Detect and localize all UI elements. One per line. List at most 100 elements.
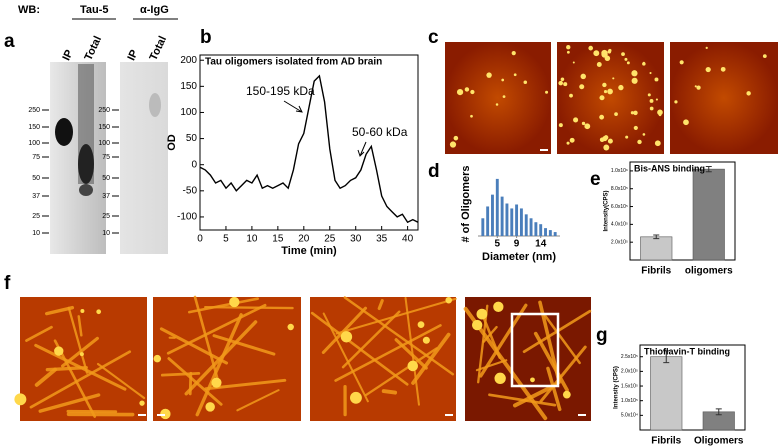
aggregate xyxy=(139,400,145,406)
oligomer-dot xyxy=(449,141,457,148)
fibril xyxy=(77,315,83,337)
aggregate xyxy=(229,296,240,308)
lane-label: Total xyxy=(147,34,169,62)
y-tick-label: 4.0x10⁵ xyxy=(611,222,628,228)
error-bar xyxy=(663,350,670,364)
aggregate xyxy=(493,301,504,312)
aggregate xyxy=(96,309,102,315)
oligomer-dot xyxy=(584,123,591,130)
afm-image xyxy=(670,42,778,154)
marker-label: 25 xyxy=(32,213,40,220)
oligomer-dot xyxy=(649,71,652,75)
oligomer-dot xyxy=(674,100,678,104)
category-label: Fibrils xyxy=(651,436,681,447)
aggregate xyxy=(407,360,419,372)
marker-label: 150 xyxy=(28,124,40,131)
oligomer-dot xyxy=(513,73,517,77)
fibril xyxy=(539,345,587,403)
oligomer-dot xyxy=(545,90,549,94)
bar xyxy=(650,356,683,431)
oligomer-dot xyxy=(631,70,638,77)
blot-band xyxy=(78,144,94,184)
oligomer-dot xyxy=(607,138,613,144)
fibril xyxy=(377,299,384,311)
error-bar xyxy=(653,234,660,240)
fibril xyxy=(533,331,569,392)
aggregate xyxy=(417,321,425,329)
y-tick-label: 5.0x10⁴ xyxy=(621,413,638,419)
fibril xyxy=(160,371,201,377)
marker-label: 25 xyxy=(102,213,110,220)
marker-label: 250 xyxy=(98,107,110,114)
oligomer-dot xyxy=(633,110,638,116)
bar xyxy=(486,206,490,236)
fibril xyxy=(475,359,508,372)
oligomer-dot xyxy=(603,144,610,151)
x-tick-label: 40 xyxy=(402,234,414,245)
category-label: oligomers xyxy=(685,266,733,277)
oligomer-dot xyxy=(720,66,726,72)
fibril xyxy=(310,311,409,386)
bar xyxy=(524,214,528,236)
oligomer-dot xyxy=(604,55,611,62)
panel-letter: d xyxy=(428,161,440,182)
oligomer-dot xyxy=(523,80,528,85)
lane-label: IP xyxy=(60,48,75,63)
lane-label: IP xyxy=(125,48,140,63)
y-tick-label: 150 xyxy=(180,81,197,92)
plot-frame xyxy=(629,161,736,261)
marker-label: 75 xyxy=(102,154,110,161)
annotation-arrow xyxy=(357,141,367,157)
afm-image xyxy=(153,297,301,421)
oligomer-dot xyxy=(637,139,642,145)
fibril xyxy=(546,366,562,412)
marker-label: 250 xyxy=(28,107,40,114)
oligomer-dot xyxy=(588,45,594,51)
oligomer-dot xyxy=(502,95,506,99)
aggregate xyxy=(530,377,535,383)
aggregate xyxy=(160,408,171,420)
aggregate xyxy=(340,331,353,343)
oligomer-dot xyxy=(602,82,607,88)
marker-label: 50 xyxy=(102,175,110,182)
oligomer-dot xyxy=(581,121,586,126)
y-tick-label: 2.5x10⁵ xyxy=(621,354,638,360)
oligomer-dot xyxy=(511,51,516,56)
x-tick-label: 9 xyxy=(514,239,520,250)
aggregate xyxy=(80,308,85,313)
oligomer-dot xyxy=(649,106,654,111)
x-tick-label: 14 xyxy=(535,239,547,250)
charts: 0 5 10 15 20 25 30 35 40 -100 -50 0 50 100 150 200 Tau o… xyxy=(166,54,746,447)
afm-image xyxy=(445,42,551,154)
marker-label: 100 xyxy=(98,140,110,147)
fibril xyxy=(404,296,420,406)
bar xyxy=(495,178,499,236)
fibril xyxy=(166,303,267,355)
oligomer-dot xyxy=(626,61,630,65)
bar xyxy=(534,222,538,236)
oligomer-dot xyxy=(593,50,600,57)
y-axis-label: Intensity(CPS) xyxy=(604,190,610,231)
fibril xyxy=(193,295,222,389)
blot-image xyxy=(120,62,168,254)
fibril xyxy=(167,357,223,406)
fibril xyxy=(184,320,258,396)
oligomer-dot xyxy=(558,123,563,128)
oligomer-dot xyxy=(464,87,470,92)
fibril xyxy=(543,313,581,365)
zoom-box xyxy=(510,312,560,388)
annotation: 50-60 kDa xyxy=(352,125,408,139)
annotation-arrow xyxy=(283,100,303,113)
oligomer-dot xyxy=(566,141,570,145)
oligomer-dot xyxy=(642,62,646,66)
y-tick-label: 0 xyxy=(191,159,197,170)
oligomer-dot xyxy=(486,72,492,78)
marker-label: 10 xyxy=(32,230,40,237)
blot-band xyxy=(79,184,93,196)
y-tick-label: 50 xyxy=(186,133,198,144)
oligomer-dot xyxy=(601,49,608,57)
fibril xyxy=(187,297,259,314)
oligomer-dot xyxy=(563,82,568,87)
y-axis-label: # of Oligomers xyxy=(460,165,472,242)
y-axis-label: Intensity (CPS) xyxy=(614,366,620,409)
